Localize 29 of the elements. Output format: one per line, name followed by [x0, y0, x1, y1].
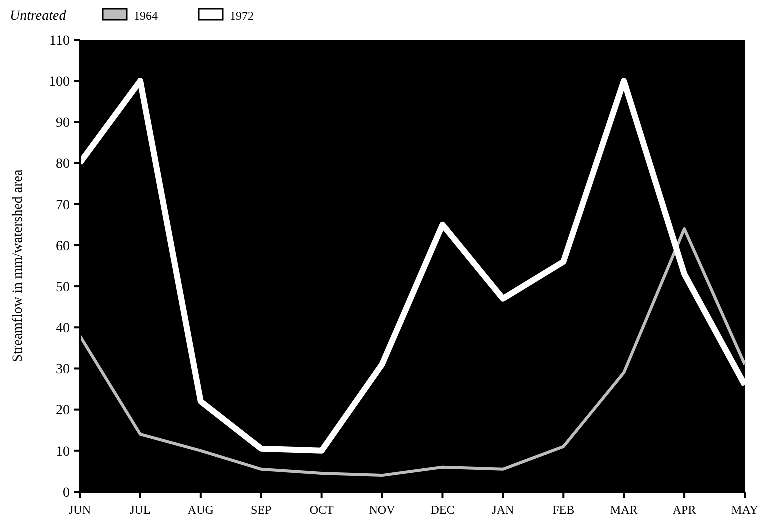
x-tick-label: APR: [672, 503, 696, 517]
x-tick-label: MAR: [610, 503, 638, 517]
y-tick-label: 80: [56, 157, 70, 172]
y-tick-label: 0: [63, 486, 70, 501]
x-tick-label: NOV: [369, 503, 396, 517]
y-tick-label: 50: [56, 280, 70, 296]
x-tick-label: MAY: [732, 503, 759, 517]
x-tick-label: FEB: [552, 503, 575, 517]
y-tick-label: 60: [56, 239, 70, 254]
legend-label: 1972: [230, 9, 254, 23]
y-tick-label: 10: [56, 444, 70, 460]
line-series: [78, 228, 746, 478]
x-tick-label: DEC: [430, 503, 455, 517]
y-tick-label: 70: [56, 198, 70, 214]
y-tick-label: 110: [50, 34, 70, 49]
x-tick-label: JUL: [130, 503, 151, 517]
x-tick-label: JAN: [492, 503, 515, 517]
y-tick-label: 100: [49, 74, 70, 90]
y-tick-label: 30: [56, 362, 70, 378]
x-tick-label: JUN: [68, 503, 92, 517]
legend-label: 1964: [134, 9, 158, 23]
x-tick-label: OCT: [310, 503, 334, 517]
y-tick-label: 20: [56, 404, 70, 419]
x-tick-label: SEP: [251, 503, 272, 517]
legend-title: Untreated: [10, 9, 68, 24]
x-tick-label: AUG: [188, 503, 214, 517]
y-axis-title: Streamflow in mm/watershed area: [11, 169, 26, 362]
y-tick-label: 40: [56, 322, 70, 337]
y-tick-label: 90: [56, 116, 70, 132]
